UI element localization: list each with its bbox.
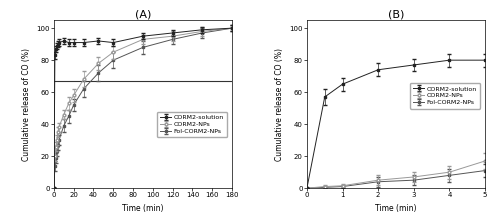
Y-axis label: Cumulative release of CO (%): Cumulative release of CO (%) <box>22 48 31 161</box>
X-axis label: Time (min): Time (min) <box>122 204 164 213</box>
Title: (A): (A) <box>135 9 151 19</box>
Y-axis label: Cumulative release of CO (%): Cumulative release of CO (%) <box>275 48 284 161</box>
X-axis label: Time (min): Time (min) <box>375 204 417 213</box>
Legend: CORM2-solution, CORM2-NPs, Fol-CORM2-NPs: CORM2-solution, CORM2-NPs, Fol-CORM2-NPs <box>157 112 227 137</box>
Title: (B): (B) <box>388 9 404 19</box>
Legend: CORM2-solution, CORM2-NPs, Fol-CORM2-NPs: CORM2-solution, CORM2-NPs, Fol-CORM2-NPs <box>410 83 480 108</box>
